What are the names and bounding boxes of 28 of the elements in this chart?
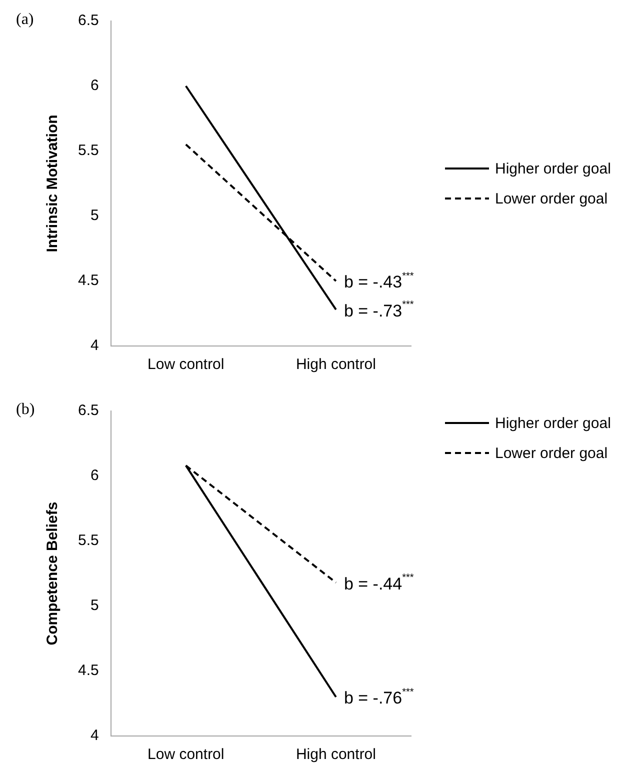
y-tick-label: 6 bbox=[90, 77, 99, 94]
legend-label: Lower order goal bbox=[495, 445, 608, 462]
annotation: b = -.43*** bbox=[344, 270, 414, 292]
y-tick-label: 5.5 bbox=[78, 142, 99, 160]
legend-label: Higher order goal bbox=[495, 160, 611, 178]
legend-label: Higher order goal bbox=[495, 415, 611, 432]
y-axis-title: Intrinsic Motivation bbox=[44, 114, 62, 252]
y-tick-label: 4.5 bbox=[78, 272, 99, 290]
x-tick-label: Low control bbox=[148, 746, 224, 764]
x-tick-label: Low control bbox=[148, 356, 224, 374]
legend-label: Lower order goal bbox=[495, 190, 608, 208]
x-tick-label: High control bbox=[296, 356, 376, 374]
y-axis-title: Competence Beliefs bbox=[44, 502, 62, 646]
y-tick-label: 4.5 bbox=[78, 662, 99, 680]
annotation: b = -.76*** bbox=[344, 686, 414, 708]
y-tick-label: 6.5 bbox=[78, 12, 99, 30]
text: (b) bbox=[16, 401, 35, 418]
annotation: b = -.73*** bbox=[344, 300, 414, 320]
y-tick-label: 5.5 bbox=[78, 532, 99, 550]
y-tick-label: 6 bbox=[90, 467, 99, 484]
text: (a) bbox=[16, 11, 34, 28]
y-tick-label: 6.5 bbox=[78, 402, 99, 420]
y-tick-label: 5 bbox=[90, 597, 99, 614]
y-tick-label: 4 bbox=[90, 337, 99, 354]
y-tick-label: 5 bbox=[90, 207, 99, 224]
annotation: b = -.44*** bbox=[344, 572, 414, 594]
x-tick-label: High control bbox=[296, 746, 376, 764]
y-tick-label: 4 bbox=[90, 727, 99, 744]
